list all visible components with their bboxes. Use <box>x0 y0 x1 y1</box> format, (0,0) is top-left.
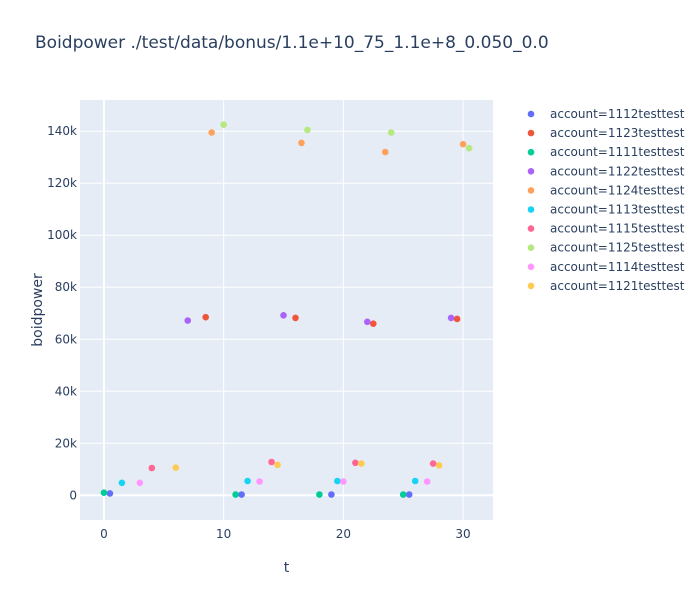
data-point <box>106 490 114 497</box>
data-point <box>364 318 371 326</box>
data-point <box>423 478 431 485</box>
x-tick-label: 30 <box>455 527 470 541</box>
series-account=1111testtest <box>100 489 407 498</box>
data-point <box>328 491 335 498</box>
data-point <box>136 479 144 487</box>
y-tick-label: 120k <box>47 176 77 190</box>
data-point <box>274 461 281 469</box>
legend-marker <box>527 206 535 213</box>
legend-label: account=1113testtest <box>550 203 685 217</box>
x-tick-label: 20 <box>336 527 351 541</box>
y-axis-title: boidpower <box>30 273 46 347</box>
legend-marker <box>527 282 535 290</box>
legend-label: account=1115testtest <box>550 222 685 236</box>
legend-marker <box>527 168 535 175</box>
series-account=1114testtest <box>136 478 431 487</box>
data-point <box>453 315 461 323</box>
data-point <box>352 459 359 467</box>
data-point <box>118 479 126 487</box>
data-point <box>244 477 251 485</box>
series-account=1122testtest <box>184 312 455 326</box>
data-point <box>232 491 239 498</box>
data-point <box>429 460 437 467</box>
data-point <box>358 460 365 467</box>
x-tick-label: 0 <box>100 527 108 541</box>
legend-marker <box>527 263 535 271</box>
legend-label: account=1112testtest <box>550 107 685 121</box>
data-point <box>148 464 156 472</box>
legend-label: account=1121testtest <box>550 279 685 293</box>
data-point <box>184 317 192 324</box>
data-point <box>220 121 227 129</box>
legend-marker <box>527 110 535 118</box>
data-point <box>172 464 180 472</box>
series-account=1113testtest <box>118 477 419 487</box>
data-point <box>256 478 263 485</box>
data-point <box>268 458 275 466</box>
data-point <box>280 312 287 319</box>
data-point <box>381 148 389 156</box>
legend-label: account=1114testtest <box>550 260 685 274</box>
y-tick-label: 100k <box>47 228 77 242</box>
data-point <box>100 489 108 496</box>
legend-label: account=1124testtest <box>550 183 685 197</box>
y-tick-label: 0 <box>69 488 77 502</box>
series-account=1121testtest <box>172 460 443 472</box>
plot-background <box>80 100 493 520</box>
legend-label: account=1123testtest <box>550 126 685 140</box>
y-tick-label: 80k <box>55 280 77 294</box>
data-point <box>292 314 299 322</box>
data-point <box>340 478 347 485</box>
data-point <box>208 129 215 136</box>
legend-label: account=1111testtest <box>550 145 685 159</box>
data-point <box>465 144 473 152</box>
y-tick-label: 40k <box>55 384 77 398</box>
legend-marker <box>527 187 535 194</box>
data-point <box>411 477 419 485</box>
legend-marker <box>527 148 535 156</box>
data-point <box>369 320 377 327</box>
data-point <box>435 462 443 469</box>
data-point <box>202 313 209 321</box>
data-point <box>334 477 341 485</box>
series-account=1115testtest <box>148 458 437 472</box>
legend-marker <box>527 244 535 251</box>
legend-label: account=1122testtest <box>550 164 685 178</box>
series-account=1112testtest <box>106 490 413 498</box>
legend: account=1112testtest account=1123testtest… <box>527 107 685 293</box>
chart-title: Boidpower ./test/data/bonus/1.1e+10_75_1… <box>35 33 549 53</box>
y-tick-label: 20k <box>55 436 77 450</box>
data-point <box>298 139 305 147</box>
x-axis-title: t <box>284 560 290 576</box>
data-point <box>459 140 467 148</box>
legend-marker <box>527 225 535 232</box>
data-point <box>399 491 407 498</box>
legend-label: account=1125testtest <box>550 241 685 255</box>
data-point <box>304 126 311 134</box>
series-account=1125testtest <box>220 121 473 152</box>
data-point <box>405 491 413 498</box>
data-point <box>387 129 395 136</box>
y-tick-label: 60k <box>55 332 77 346</box>
data-point <box>447 314 455 322</box>
x-tick-label: 10 <box>216 527 231 541</box>
data-point <box>238 491 245 498</box>
y-tick-label: 140k <box>47 124 77 138</box>
legend-marker <box>527 129 535 137</box>
data-point <box>316 491 323 498</box>
series-account=1123testtest <box>202 313 461 327</box>
series-account=1124testtest <box>208 129 467 156</box>
